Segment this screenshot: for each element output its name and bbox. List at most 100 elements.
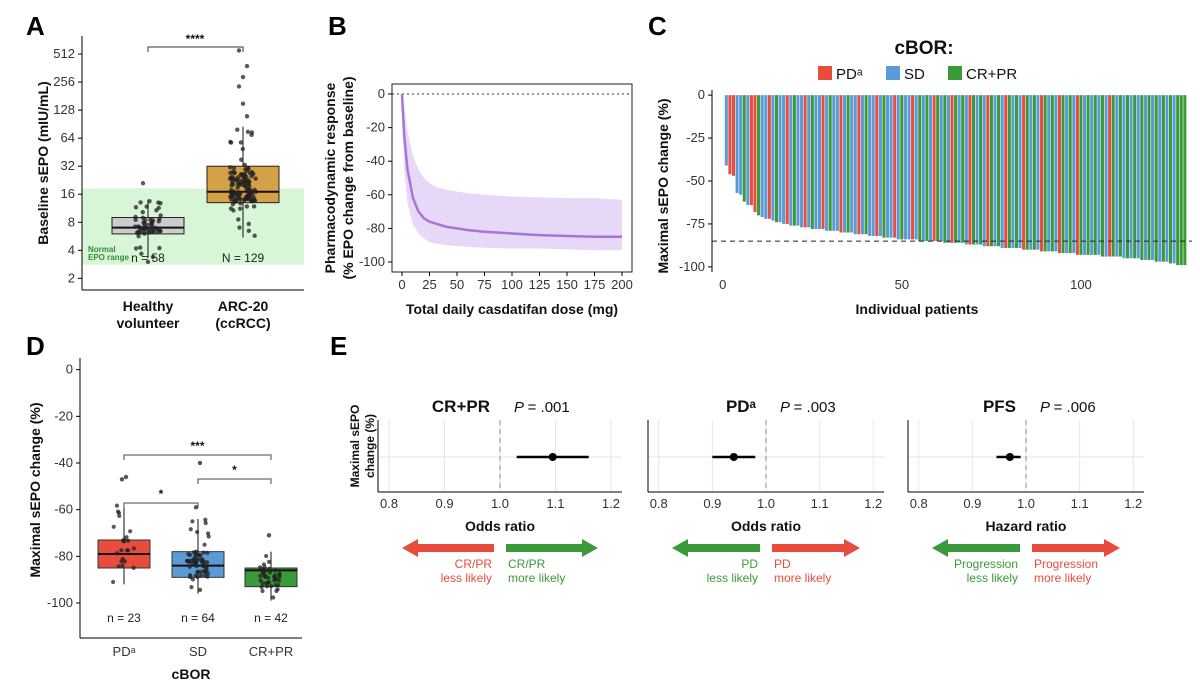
normal-range-label: Normal xyxy=(88,245,116,254)
data-point xyxy=(244,63,250,69)
y-tick-label: -100 xyxy=(47,595,73,610)
waterfall-bar xyxy=(764,95,768,219)
right-arrow-label: more likely xyxy=(508,571,565,585)
y-tick-label: -40 xyxy=(366,153,385,168)
n-label: n = 42 xyxy=(254,611,288,625)
y-tick-label: -80 xyxy=(366,220,385,235)
waterfall-bar xyxy=(961,95,965,243)
y-tick-label: 0 xyxy=(378,86,385,101)
data-point xyxy=(133,205,139,210)
waterfall-bar xyxy=(807,95,811,228)
panel-label-b: B xyxy=(328,11,347,41)
data-point xyxy=(252,233,257,238)
data-point xyxy=(251,204,257,209)
data-point xyxy=(114,503,120,508)
data-point xyxy=(260,581,265,586)
waterfall-bar xyxy=(1115,95,1119,257)
waterfall-bar xyxy=(1104,95,1108,257)
y-tick-label: 2 xyxy=(68,270,75,285)
point-estimate xyxy=(1005,453,1014,461)
waterfall-bar xyxy=(728,95,732,175)
waterfall-bar xyxy=(739,95,743,195)
waterfall-bar xyxy=(846,95,850,233)
waterfall-bar xyxy=(753,95,757,212)
waterfall-bar xyxy=(1014,95,1018,248)
data-point xyxy=(115,551,120,556)
right-arrow-label: Progression xyxy=(1034,557,1098,571)
data-point xyxy=(198,573,204,578)
data-point xyxy=(228,139,233,145)
y-tick-label: -40 xyxy=(54,455,73,470)
data-point xyxy=(128,529,133,534)
y-axis-title: Pharmacodynamic response xyxy=(322,82,338,273)
x-tick-label: CR+PR xyxy=(249,644,293,659)
y-axis-title: change (%) xyxy=(363,414,377,478)
y-tick-label: 16 xyxy=(61,186,75,201)
y-tick-label: 4 xyxy=(68,242,75,257)
data-point xyxy=(194,560,199,565)
y-tick-label: 0 xyxy=(66,362,73,377)
data-point xyxy=(141,220,147,226)
data-point xyxy=(149,219,155,225)
significance-label: * xyxy=(159,487,164,501)
data-point xyxy=(235,192,240,198)
waterfall-bar xyxy=(857,95,861,235)
left-arrow-label: PD xyxy=(741,557,758,571)
data-point xyxy=(245,129,251,135)
data-point xyxy=(187,564,192,569)
left-arrow-label: CR/PR xyxy=(455,557,493,571)
data-point xyxy=(231,165,237,171)
x-tick-label: (ccRCC) xyxy=(215,315,270,331)
waterfall-bar xyxy=(982,95,986,247)
y-tick-label: 32 xyxy=(61,158,75,173)
data-point xyxy=(236,84,242,89)
data-point xyxy=(249,130,255,135)
waterfall-bar xyxy=(1065,95,1069,254)
waterfall-bar xyxy=(1158,95,1162,262)
data-point xyxy=(111,579,116,585)
waterfall-bar xyxy=(825,95,829,231)
data-point xyxy=(242,162,248,168)
data-point xyxy=(138,200,143,205)
data-point xyxy=(241,175,246,180)
x-tick-label: 0 xyxy=(719,277,726,292)
data-point xyxy=(230,174,235,180)
y-axis-title: Maximal sEPO xyxy=(348,405,362,488)
data-point xyxy=(273,568,278,573)
data-point xyxy=(240,74,246,80)
x-tick-label: 175 xyxy=(584,277,606,292)
x-axis-title: Odds ratio xyxy=(731,518,801,534)
data-point xyxy=(240,101,246,106)
waterfall-bar xyxy=(731,95,736,176)
y-tick-label: 64 xyxy=(61,130,75,145)
waterfall-bar xyxy=(997,95,1001,247)
waterfall-bar xyxy=(785,95,789,224)
data-point xyxy=(125,548,130,553)
waterfall-bar xyxy=(1043,95,1047,252)
waterfall-bar xyxy=(907,95,911,240)
data-point xyxy=(242,197,247,203)
x-axis-title: Odds ratio xyxy=(465,518,535,534)
waterfall-bar xyxy=(1168,95,1173,264)
x-tick-label: 150 xyxy=(556,277,578,292)
legend-title: cBOR: xyxy=(894,38,953,59)
data-point xyxy=(250,189,255,194)
waterfall-bar xyxy=(968,95,972,245)
data-point xyxy=(195,574,200,580)
data-point xyxy=(265,580,270,585)
waterfall-bar xyxy=(1004,95,1008,248)
x-tick-label: 1.2 xyxy=(1124,496,1142,511)
data-point xyxy=(126,538,131,543)
data-point xyxy=(202,569,207,574)
data-point xyxy=(140,181,146,186)
data-point xyxy=(261,562,267,567)
y-axis-title: Baseline sEPO (mIU/mL) xyxy=(35,81,51,244)
data-point xyxy=(131,565,136,571)
waterfall-bar xyxy=(1100,95,1104,257)
waterfall-bar xyxy=(1126,95,1130,259)
x-tick-label: 1.0 xyxy=(757,496,775,511)
data-point xyxy=(145,259,151,265)
x-tick-label: 1.1 xyxy=(546,496,564,511)
data-point xyxy=(198,569,203,574)
data-point xyxy=(189,585,194,590)
